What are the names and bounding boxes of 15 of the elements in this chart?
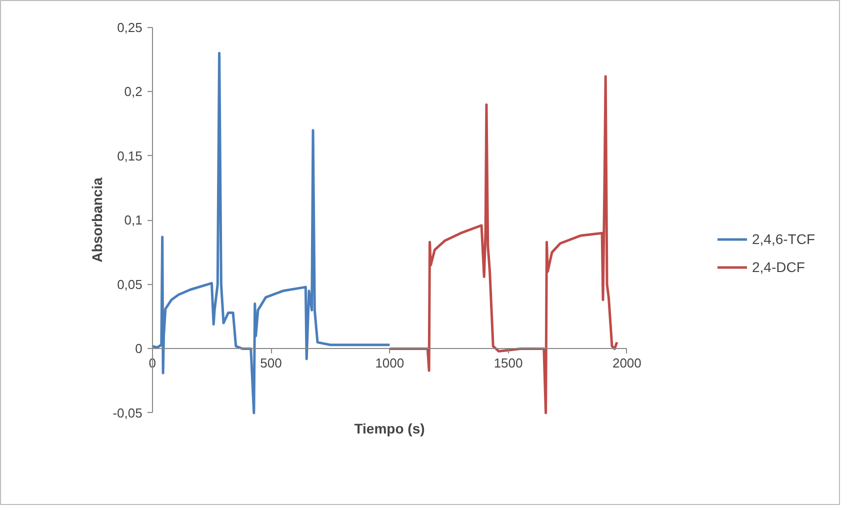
y-axis-title: Absorbancia xyxy=(88,177,105,262)
y-tick-label: 0,1 xyxy=(124,212,142,228)
y-tick-label: 0,2 xyxy=(124,84,142,100)
x-tick-label: 1500 xyxy=(494,356,523,371)
x-tick-label: 500 xyxy=(260,356,282,371)
legend-label: 2,4-DCF xyxy=(752,258,805,274)
y-tick-label: -0,05 xyxy=(112,405,142,420)
y-tick-label: 0,15 xyxy=(117,148,142,164)
x-tick-label: 1000 xyxy=(375,356,404,371)
y-tick-label: 0,25 xyxy=(117,20,142,35)
x-tick-label: 2000 xyxy=(612,356,642,371)
y-tick-label: 0 xyxy=(135,341,142,356)
x-axis-title: Tiempo (s) xyxy=(354,420,425,436)
legend-label: 2,4,6-TCF xyxy=(752,230,815,246)
y-tick-label: 0,05 xyxy=(117,276,142,292)
